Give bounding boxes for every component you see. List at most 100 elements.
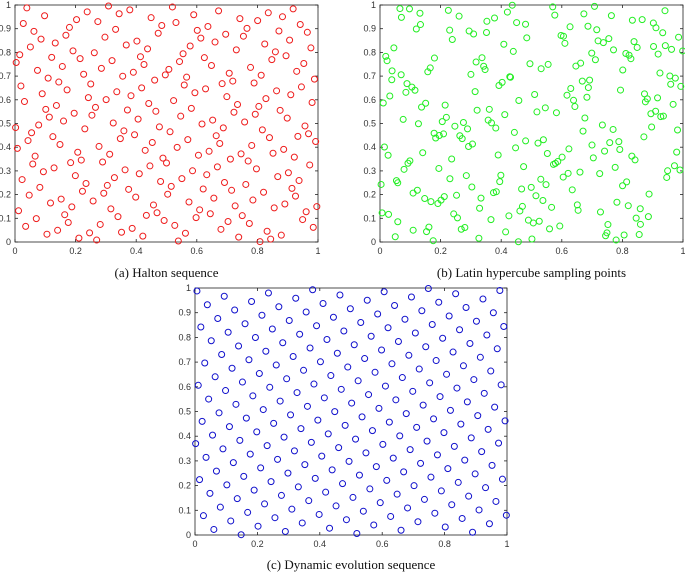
data-point [138, 84, 146, 92]
data-point [280, 145, 288, 153]
data-point [502, 511, 510, 519]
data-point [284, 469, 292, 477]
data-point [139, 232, 147, 240]
x-tick-label: 0 [192, 539, 197, 549]
data-point [570, 96, 578, 104]
data-point [462, 303, 470, 311]
data-point [438, 118, 446, 126]
data-point [75, 234, 83, 242]
data-point [636, 220, 644, 228]
data-point [205, 147, 213, 155]
data-point [211, 373, 219, 381]
data-point [375, 404, 383, 412]
data-point [203, 171, 211, 179]
data-point [294, 132, 302, 140]
data-point [287, 91, 295, 99]
data-point [397, 71, 405, 79]
data-point [476, 353, 484, 361]
data-point [339, 480, 347, 488]
data-points [192, 284, 510, 539]
data-point [467, 434, 475, 442]
data-point [161, 71, 169, 79]
data-point [430, 415, 438, 423]
data-point [523, 34, 531, 42]
x-tick-label: 0 [377, 246, 382, 256]
data-point [141, 146, 149, 154]
data-point [483, 17, 491, 25]
data-point [198, 120, 206, 128]
data-point [495, 439, 503, 447]
data-point [67, 159, 75, 167]
data-point [50, 164, 58, 172]
data-point [335, 444, 343, 452]
data-point [480, 389, 488, 397]
data-point [37, 35, 45, 43]
halton-panel: 0 0.2 0.4 0.6 0.8 1 0 0.1 0.2 0.3 0.4 0.5 0.6 0.7 0.8 0… [0, 0, 330, 285]
data-point [673, 148, 681, 156]
data-point [134, 115, 142, 123]
data-point [180, 81, 188, 89]
data-point [231, 306, 239, 314]
data-point [448, 501, 456, 509]
data-point [220, 179, 228, 187]
data-point [420, 495, 428, 503]
data-point [371, 368, 379, 376]
data-point [200, 54, 208, 62]
data-point [292, 192, 300, 200]
data-point [254, 17, 262, 25]
y-tick-label: 0.9 [0, 24, 11, 34]
data-point [423, 437, 431, 445]
data-point [378, 209, 386, 217]
data-point [407, 293, 415, 301]
data-point [238, 378, 246, 386]
data-point [268, 325, 276, 333]
data-point [418, 103, 426, 111]
data-point [498, 475, 506, 483]
data-point [482, 484, 490, 492]
data-point [426, 64, 434, 72]
data-point [464, 125, 472, 133]
data-point [500, 40, 508, 48]
data-point [679, 47, 685, 55]
data-point [409, 189, 417, 197]
x-tick-label: 0.6 [191, 246, 204, 256]
data-point [630, 38, 638, 46]
data-point [63, 86, 71, 94]
data-point [482, 29, 490, 37]
data-point [112, 25, 120, 33]
data-point [516, 207, 524, 215]
data-point [81, 125, 89, 133]
data-point [306, 161, 314, 169]
x-tick-label: 0 [12, 246, 17, 256]
data-point [305, 497, 313, 505]
data-point [444, 465, 452, 473]
data-point [328, 466, 336, 474]
data-point [190, 11, 198, 19]
data-point [263, 227, 271, 235]
y-tick-label: 0.8 [178, 332, 191, 342]
x-tick-label: 0.8 [616, 246, 629, 256]
data-point [145, 100, 153, 108]
data-point [159, 154, 167, 162]
data-point [421, 195, 429, 203]
data-point [586, 76, 594, 84]
data-point [300, 366, 308, 374]
data-point [474, 412, 482, 420]
y-tick-label: 0.7 [0, 71, 11, 81]
data-point [380, 288, 388, 296]
data-point [251, 110, 259, 118]
data-point [219, 445, 227, 453]
data-point [199, 185, 207, 193]
data-point [74, 148, 82, 156]
data-point [166, 128, 174, 136]
data-point [387, 512, 395, 520]
data-point [603, 229, 611, 237]
data-point [253, 428, 261, 436]
data-point [186, 42, 194, 50]
data-point [484, 425, 492, 433]
data-point [86, 229, 94, 237]
data-point [78, 187, 86, 195]
data-point [455, 12, 463, 20]
data-point [472, 58, 480, 66]
data-point [432, 357, 440, 365]
